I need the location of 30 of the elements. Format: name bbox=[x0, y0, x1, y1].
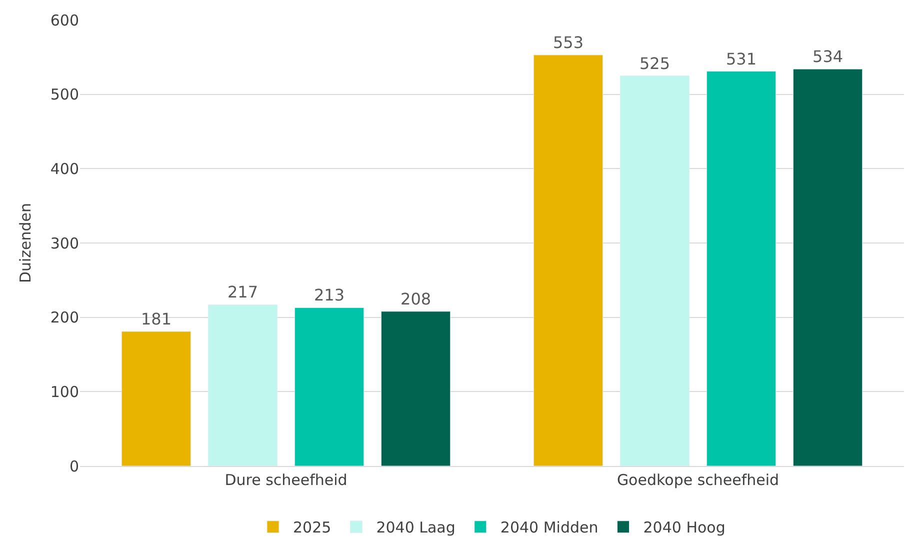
bar bbox=[380, 311, 451, 466]
x-tick-label: Dure scheefheid bbox=[224, 471, 348, 489]
y-tick-label: 600 bbox=[50, 11, 79, 30]
data-label: 217 bbox=[227, 282, 258, 302]
bar bbox=[533, 54, 604, 466]
bar bbox=[294, 307, 364, 466]
legend-label: 2025 bbox=[293, 518, 332, 537]
legend-label: 2040 Hoog bbox=[643, 518, 726, 537]
bar bbox=[792, 68, 863, 466]
bar bbox=[706, 71, 776, 466]
data-label: 525 bbox=[639, 54, 670, 73]
data-label: 213 bbox=[314, 286, 345, 305]
data-label: 181 bbox=[140, 309, 172, 328]
data-label: 531 bbox=[726, 49, 757, 68]
y-tick-label: 400 bbox=[50, 160, 79, 178]
bar bbox=[208, 304, 278, 466]
x-tick-label: Goedkope scheefheid bbox=[616, 471, 780, 489]
y-tick-label: 200 bbox=[50, 308, 79, 327]
y-tick-label: 300 bbox=[50, 234, 79, 252]
y-tick-label: 500 bbox=[50, 86, 79, 104]
y-tick-label: 100 bbox=[50, 382, 79, 401]
data-label: 534 bbox=[812, 47, 844, 66]
bar bbox=[121, 331, 192, 466]
legend-label: 2040 Laag bbox=[376, 518, 456, 537]
data-label: 553 bbox=[552, 32, 584, 52]
legend-label: 2040 Midden bbox=[500, 518, 598, 537]
data-label: 208 bbox=[400, 289, 432, 308]
y-axis-title: Duizenden bbox=[16, 202, 35, 284]
y-tick-label: 0 bbox=[69, 457, 79, 476]
bar bbox=[620, 76, 690, 466]
